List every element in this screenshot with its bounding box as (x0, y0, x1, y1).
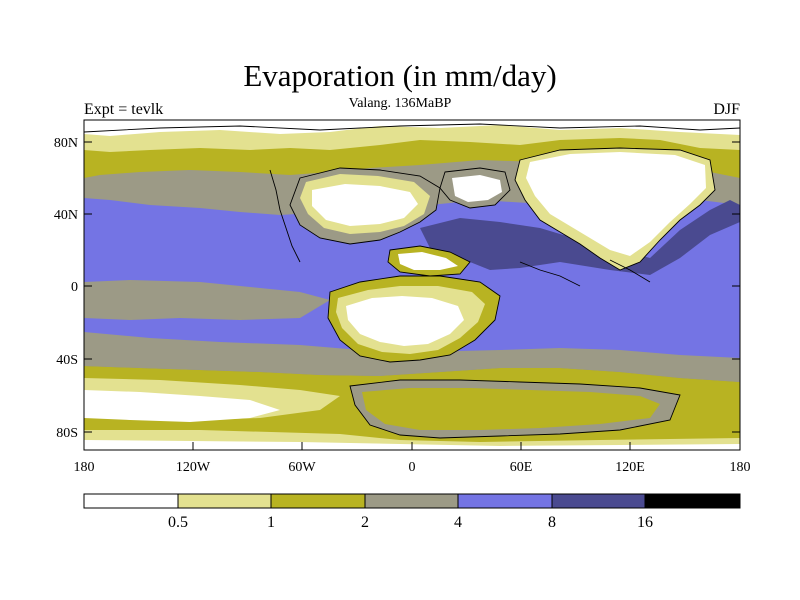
band-2-4-equator (84, 280, 330, 320)
experiment-label: Expt = tevlk (84, 101, 164, 118)
lat-label-80s: 80S (56, 426, 78, 441)
colorbar-label-0: 0.5 (168, 514, 188, 531)
season-label: DJF (713, 101, 740, 118)
lon-label-120w: 120W (176, 460, 211, 475)
colorbar-box-6 (644, 493, 741, 509)
lon-label-180e: 180 (730, 460, 751, 475)
lon-label-60w: 60W (288, 460, 316, 475)
lat-label-80n: 80N (54, 136, 78, 151)
colorbar-box-5 (551, 493, 646, 509)
colorbar (83, 493, 741, 509)
map-title: Evaporation (in mm/day) (243, 58, 557, 93)
colorbar-box-2 (270, 493, 366, 509)
lat-label-0: 0 (71, 280, 78, 295)
colorbar-label-5: 16 (637, 514, 653, 531)
axis-ticks (84, 141, 740, 450)
colorbar-label-1: 1 (267, 514, 275, 531)
lat-label-40s: 40S (56, 353, 78, 368)
band-0-05-south-pacific (84, 390, 280, 422)
colorbar-box-1 (177, 493, 272, 509)
lon-label-60e: 60E (510, 460, 533, 475)
coastlines (84, 123, 740, 439)
colorbar-box-0 (83, 493, 179, 509)
colorbar-box-3 (364, 493, 459, 509)
lon-label-0: 0 (409, 460, 416, 475)
colorbar-label-4: 8 (548, 514, 556, 531)
lon-label-120e: 120E (615, 460, 645, 475)
evaporation-field (84, 120, 740, 450)
lat-label-40n: 40N (54, 208, 78, 223)
colorbar-label-2: 2 (361, 514, 369, 531)
colorbar-label-3: 4 (454, 514, 462, 531)
band-8-16-tethys (420, 200, 740, 275)
map-subtitle: Valang. 136MaBP (348, 96, 452, 111)
lon-label-180w: 180 (74, 460, 95, 475)
band-0-05-north (84, 120, 740, 136)
colorbar-box-4 (457, 493, 553, 509)
